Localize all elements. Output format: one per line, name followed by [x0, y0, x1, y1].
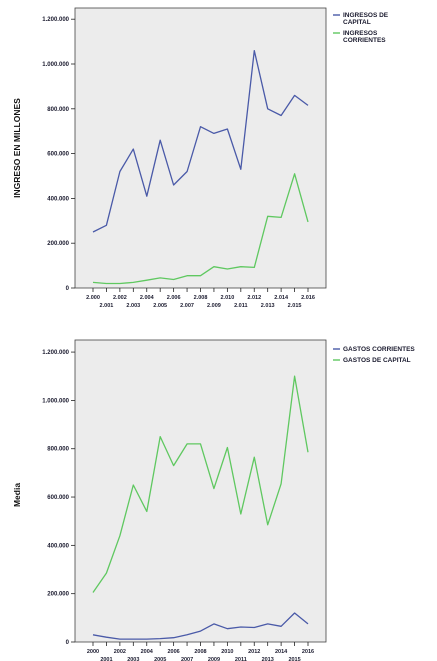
x-tick-label: 2.014 — [274, 295, 289, 301]
x-tick-label: 2000 — [87, 649, 99, 655]
x-tick-label: 2004 — [141, 649, 154, 655]
legend-label-1: INGRESOS DE — [343, 12, 389, 19]
x-tick-label: 2.000 — [86, 295, 100, 301]
x-tick-label: 2.002 — [113, 295, 127, 301]
x-tick-label: 2005 — [154, 657, 166, 661]
chart-1: 0 200.000 400.000 600.000 800.000 1.000.000 1.… — [12, 7, 389, 309]
x-tick-label: 2012 — [248, 649, 260, 655]
x-tick-label: 2.012 — [247, 295, 261, 301]
x-tick-label: 2002 — [114, 649, 126, 655]
y-tick-label: 1.200.000 — [42, 17, 69, 23]
legend-label-2: GASTOS DE CAPITAL — [343, 357, 411, 364]
x-tick-label: 2.005 — [153, 303, 167, 309]
x-tick-label: 2.008 — [194, 295, 208, 301]
series-line-1 — [92, 49, 309, 233]
y-tick-label: 1.000.000 — [42, 398, 69, 404]
x-tick-label: 2.009 — [207, 303, 221, 309]
plot-area — [74, 339, 327, 643]
x-tick-label: 2001 — [100, 657, 112, 661]
y-tick-label: 1.000.000 — [42, 62, 69, 68]
y-tick-label: 200.000 — [47, 241, 69, 247]
y-tick-label: 400.000 — [47, 543, 69, 549]
x-tick-label: 2008 — [194, 649, 206, 655]
x-tick-label: 2015 — [288, 657, 300, 661]
x-tick-label: 2.006 — [167, 295, 181, 301]
x-tick-label: 2.001 — [100, 303, 114, 309]
x-tick-label: 2003 — [127, 657, 139, 661]
chart-2: 0 200.000 400.000 600.000 800.000 1.000.000 1.… — [12, 339, 415, 661]
plot-area — [74, 7, 327, 289]
legend-label-2: INGRESOS — [343, 30, 378, 37]
x-tick-label: 2.004 — [140, 295, 155, 301]
y-tick-label: 800.000 — [47, 107, 69, 113]
y-tick-label: 1.200.000 — [42, 350, 69, 356]
y-tick-label: 600.000 — [47, 495, 69, 501]
x-tick-label: 2010 — [221, 649, 233, 655]
y-tick-label: 0 — [66, 286, 70, 292]
x-tick-label: 2007 — [181, 657, 193, 661]
x-tick-label: 2.015 — [288, 303, 302, 309]
x-tick-label: 2.010 — [220, 295, 234, 301]
x-tick-label: 2.003 — [126, 303, 140, 309]
legend-label-1: GASTOS CORRIENTES — [343, 346, 415, 353]
x-tick-label: 2016 — [302, 649, 314, 655]
series-line-2 — [92, 173, 309, 285]
y-tick-label: 600.000 — [47, 152, 69, 158]
series-line-1 — [92, 612, 309, 640]
series-line-2 — [92, 375, 309, 593]
y-tick-label: 400.000 — [47, 196, 69, 202]
x-tick-label: 2006 — [168, 649, 180, 655]
x-tick-label: 2009 — [208, 657, 220, 661]
y-tick-label: 200.000 — [47, 592, 69, 598]
legend-label-2: CORRIENTES — [343, 37, 386, 44]
x-tick-label: 2.007 — [180, 303, 194, 309]
x-tick-label: 2.013 — [261, 303, 275, 309]
x-tick-label: 2.016 — [301, 295, 315, 301]
x-tick-label: 2.011 — [234, 303, 247, 309]
x-tick-label: 2014 — [275, 649, 288, 655]
legend-label-1: CAPITAL — [343, 19, 371, 26]
y-tick-label: 0 — [66, 640, 70, 646]
y-tick-label: 800.000 — [47, 447, 69, 453]
y-axis-label: Media — [12, 483, 22, 507]
y-axis-label: INGRESO EN MILLONES — [12, 98, 22, 198]
x-tick-label: 2011 — [235, 657, 247, 661]
x-tick-label: 2013 — [262, 657, 274, 661]
